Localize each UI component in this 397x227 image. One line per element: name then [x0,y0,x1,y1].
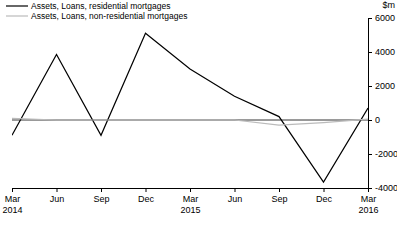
x-tick-mark [279,188,280,192]
y-tick: 0 [368,115,380,125]
y-tick: -4000 [368,183,397,193]
x-tick-label: Dec [316,194,333,204]
x-tick-mark [57,188,58,192]
y-tick: -2000 [368,149,397,159]
x-tick: Mar2014 [2,188,22,215]
x-tick: Mar2016 [358,188,378,215]
chart: -4000 -2000 0 2000 4000 6000 $m Mar2014 Jun Sep De… [0,0,397,227]
y-tick: 6000 [368,13,395,23]
x-axis: Mar2014 Jun Sep Dec Mar2015 Jun Sep Dec Mar2016 [2,188,378,215]
series-line [12,33,368,182]
legend-swatch [6,15,28,16]
x-tick: Sep [271,188,287,204]
x-tick-label: Sep [271,194,287,204]
y-tick-mark [368,18,372,19]
x-tick: Dec [138,188,155,204]
series-line [12,118,368,125]
legend: Assets, Loans, residential mortgagesAsse… [6,1,187,21]
plot-area [12,33,368,182]
legend-label: Assets, Loans, residential mortgages [31,1,170,11]
x-tick-mark [368,188,369,192]
x-tick-mark [324,188,325,192]
y-axis: -4000 -2000 0 2000 4000 6000 [368,13,397,193]
y-tick-mark [368,52,372,53]
y-tick-mark [368,120,372,121]
x-tick-mark [190,188,191,192]
y-tick-label: -2000 [375,149,397,159]
x-tick: Jun [228,188,243,204]
x-tick-mark [146,188,147,192]
legend-swatch [6,5,28,6]
y-tick-label: 2000 [375,81,395,91]
x-tick-mark [101,188,102,192]
x-axis-line [13,189,369,193]
x-tick-label: Mar2014 [2,194,22,214]
legend-label: Assets, Loans, non-residential mortgages [31,11,187,21]
y-tick-label: 6000 [375,13,395,23]
y-tick-label: 4000 [375,47,395,57]
x-tick: Dec [316,188,333,204]
y-tick-mark [368,154,372,155]
x-tick-label: Jun [50,194,65,204]
x-tick-mark [235,188,236,192]
y-tick: 4000 [368,47,395,57]
y-tick-label: 0 [375,115,380,125]
x-tick: Mar2015 [180,188,200,215]
x-tick-mark [12,188,13,192]
y-tick-label: -4000 [375,183,397,193]
x-tick-label: Mar2016 [358,194,378,214]
x-tick-label: Jun [228,194,243,204]
y-tick: 2000 [368,81,395,91]
x-tick-label: Sep [93,194,109,204]
x-tick-label: Mar2015 [180,194,200,214]
y-tick-mark [368,86,372,87]
y-axis-label: $m [382,0,395,10]
x-tick-label: Dec [138,194,155,204]
y-axis-line [369,19,373,189]
x-tick: Jun [50,188,65,204]
x-tick: Sep [93,188,109,204]
